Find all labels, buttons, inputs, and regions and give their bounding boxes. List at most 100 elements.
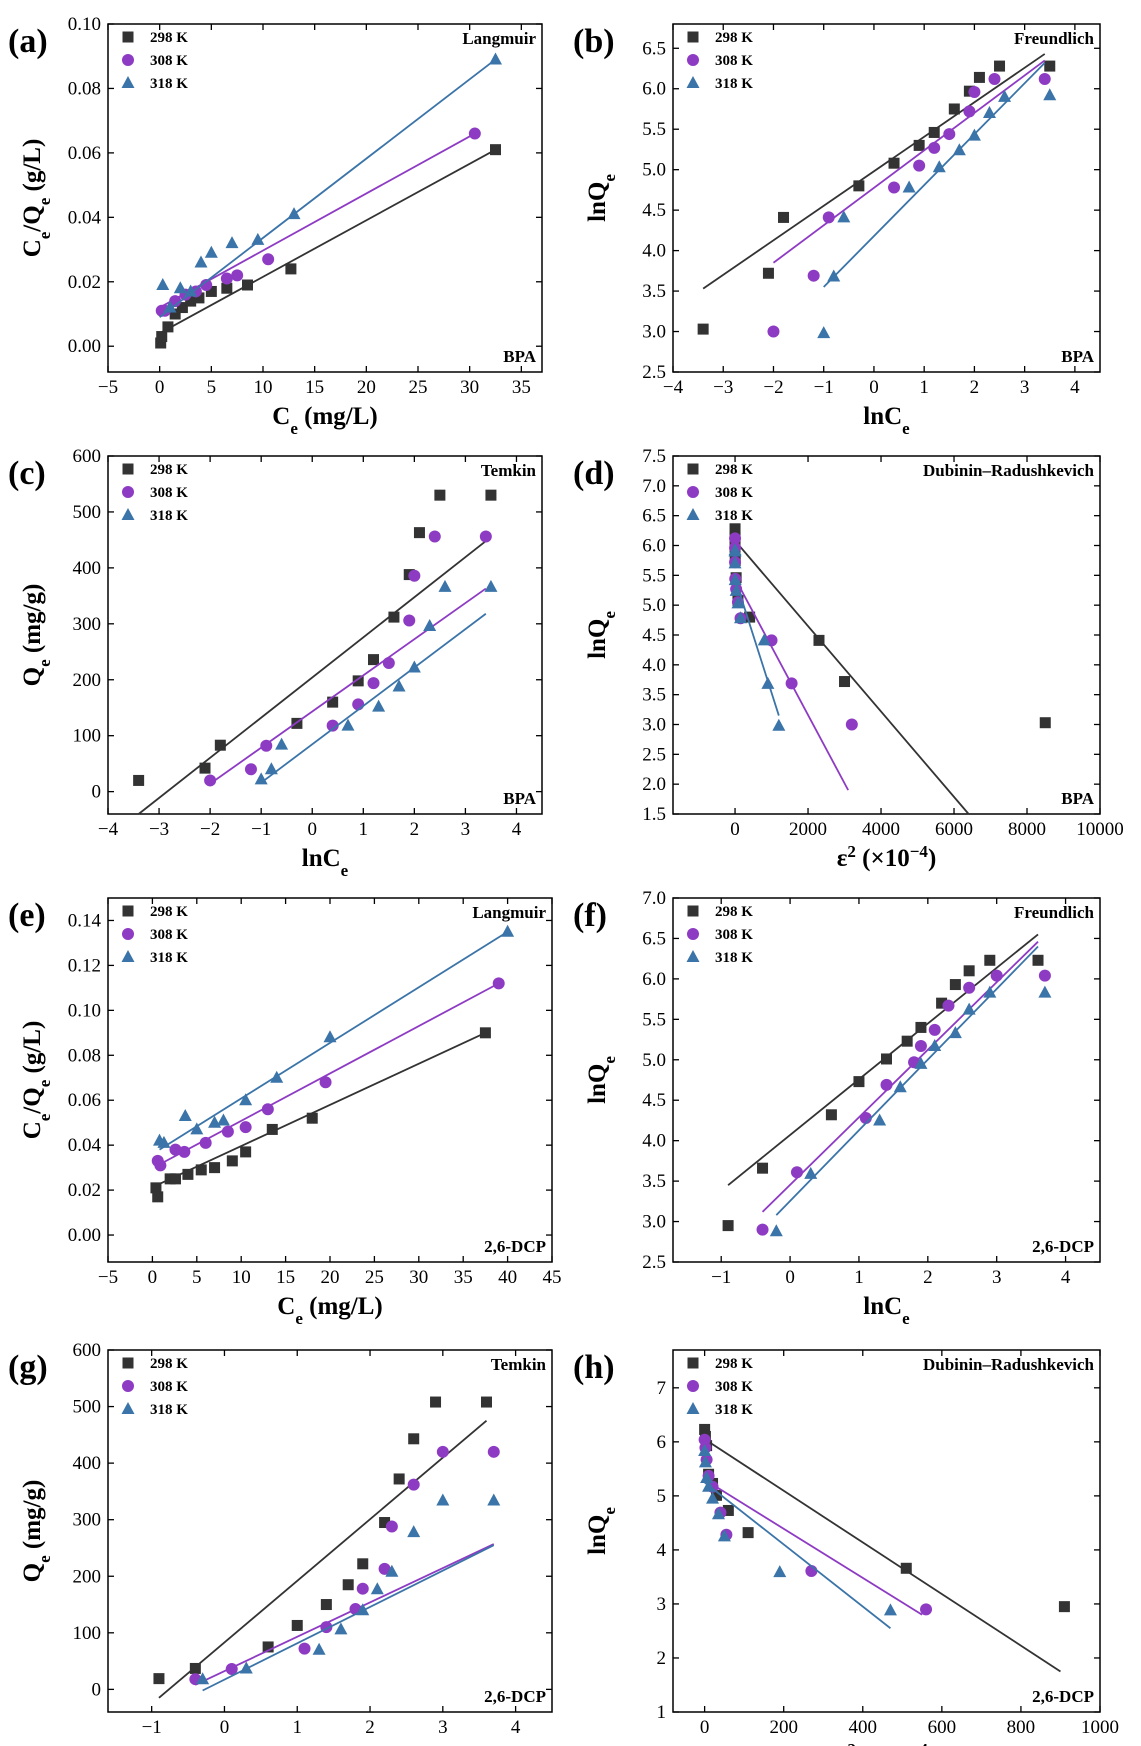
legend-label: 318 K — [715, 1402, 753, 1418]
fit-line — [734, 540, 970, 815]
chart-panel-6: −1 0 1 2 3 4 2.5 3.0 3.5 4.0 4.5 5.0 5.5 6.0 6.5 7.0 (f)… — [573, 888, 1101, 1328]
x-tick-label: 4 — [511, 1717, 521, 1738]
x-tick-label: 2 — [970, 377, 980, 398]
data-point — [920, 1603, 933, 1616]
series-318k — [156, 52, 502, 318]
data-point — [487, 1493, 501, 1506]
y-tick-label: 0 — [92, 782, 102, 803]
data-point — [722, 1504, 734, 1516]
data-point — [839, 676, 851, 688]
y-tick-label: 0.08 — [68, 1045, 101, 1066]
data-point — [196, 1672, 210, 1685]
data-point — [728, 556, 742, 569]
data-point — [209, 1162, 221, 1174]
data-point — [357, 1558, 369, 1570]
x-tick-label: −2 — [200, 819, 220, 840]
x-tick-label: 1 — [292, 1717, 302, 1738]
data-point — [883, 1603, 897, 1616]
data-point — [699, 1423, 711, 1435]
data-point — [490, 144, 501, 156]
data-point — [254, 772, 268, 785]
fit-line — [775, 945, 1039, 1216]
data-point — [837, 210, 851, 223]
data-point — [778, 211, 790, 223]
data-point — [403, 614, 416, 627]
legend-label: 318 K — [150, 1402, 188, 1418]
y-tick-label: 3.5 — [642, 1171, 666, 1192]
data-point — [193, 292, 205, 304]
data-point — [413, 527, 425, 539]
legend-label: 298 K — [150, 904, 188, 920]
data-point — [984, 954, 996, 966]
x-tick-label: 1 — [854, 1267, 864, 1288]
y-tick-label: 0.10 — [68, 1000, 101, 1021]
legend-marker — [122, 486, 134, 498]
data-point — [240, 1146, 252, 1158]
data-point — [973, 71, 985, 83]
fit-line — [159, 132, 476, 309]
legend-label: 308 K — [715, 927, 753, 943]
data-point — [1044, 60, 1056, 72]
legend-marker — [122, 905, 134, 917]
data-point — [914, 1040, 927, 1053]
y-tick-label: 3.0 — [642, 1212, 666, 1233]
compound-label: BPA — [503, 789, 536, 808]
data-point — [154, 1159, 167, 1172]
data-point — [998, 89, 1012, 102]
data-point — [239, 1661, 253, 1674]
y-axis-label: lnQe — [584, 1507, 619, 1555]
data-point — [342, 1579, 354, 1591]
data-point — [367, 677, 380, 690]
compound-label: BPA — [1061, 789, 1094, 808]
legend-label: 308 K — [715, 485, 753, 501]
data-point — [698, 1444, 712, 1457]
data-point — [1039, 717, 1051, 729]
data-point — [214, 739, 226, 751]
data-point — [825, 1109, 837, 1121]
y-tick-label: 0.12 — [68, 955, 101, 976]
plot-frame — [107, 1349, 553, 1713]
x-axis-label: ε2 (×10−4) — [837, 1740, 937, 1746]
data-point — [408, 569, 421, 582]
data-point — [352, 675, 364, 687]
y-tick-label: 6.0 — [642, 79, 666, 100]
data-point — [901, 1035, 913, 1047]
series-308k — [204, 530, 492, 787]
data-point — [706, 1491, 720, 1504]
y-tick-label: 0.06 — [68, 1090, 101, 1111]
series-318k — [254, 579, 498, 785]
compound-label: BPA — [1061, 347, 1094, 366]
series-318k — [196, 1493, 501, 1692]
data-point — [1058, 1601, 1070, 1613]
y-tick-label: 3 — [657, 1594, 667, 1615]
x-axis-label: lnCe — [307, 1743, 354, 1746]
data-point — [195, 1164, 207, 1176]
fit-line — [158, 1420, 488, 1699]
legend-marker — [121, 950, 135, 962]
x-tick-label: −1 — [142, 1717, 162, 1738]
x-tick-label: 5 — [207, 377, 217, 398]
y-tick-label: 0.10 — [68, 14, 101, 35]
x-tick-label: 3 — [992, 1267, 1002, 1288]
data-point — [845, 718, 858, 731]
panel-label: (c) — [8, 455, 46, 492]
data-point — [913, 159, 926, 172]
series-298k — [699, 1423, 1070, 1673]
data-point — [204, 774, 217, 787]
data-point — [757, 1162, 769, 1174]
data-point — [155, 337, 167, 349]
data-point — [334, 1622, 348, 1635]
data-point — [184, 284, 198, 297]
data-point — [242, 279, 253, 291]
x-tick-label: 0 — [869, 377, 879, 398]
data-point — [156, 278, 170, 290]
data-point — [407, 1525, 421, 1538]
data-point — [928, 1039, 942, 1052]
x-tick-label: 2 — [923, 1267, 933, 1288]
data-point — [162, 321, 174, 333]
chart-panel-1: −5 0 5 10 15 20 25 30 35 0.00 0.02 0.04 0.06 0.08 0.10… — [8, 14, 543, 438]
model-label: Temkin — [491, 1355, 547, 1374]
data-point — [368, 654, 380, 666]
y-tick-label: 2 — [657, 1648, 667, 1669]
y-tick-label: 0.04 — [68, 1135, 102, 1156]
